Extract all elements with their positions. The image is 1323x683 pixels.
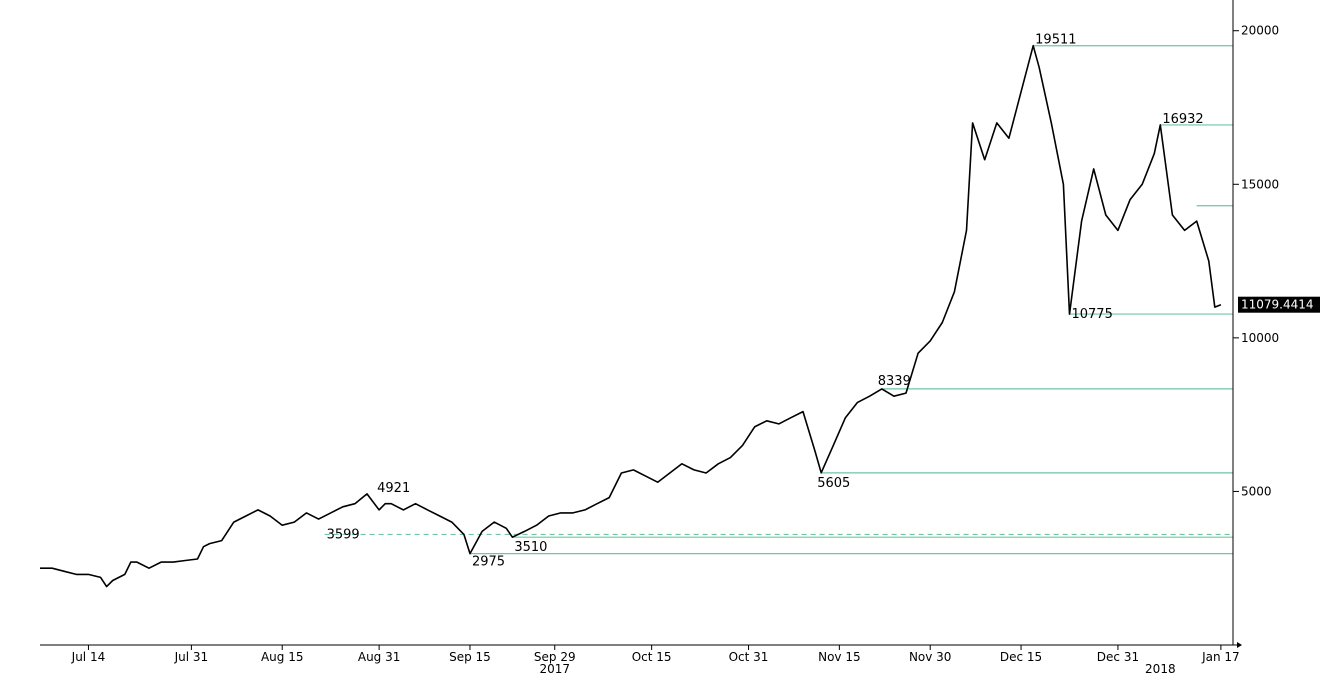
x-tick-label-0: Jul 14 bbox=[71, 650, 106, 664]
x-tick-label-2: Aug 15 bbox=[261, 650, 304, 664]
y-tick-label-3: 20000 bbox=[1241, 24, 1279, 38]
annotation-label-5: 4921 bbox=[377, 481, 410, 496]
annotation-label-0: 19511 bbox=[1035, 33, 1076, 48]
year-label-0: 2017 bbox=[539, 662, 570, 676]
x-tick-label-11: Dec 31 bbox=[1097, 650, 1139, 664]
annotation-label-8: 3510 bbox=[514, 540, 547, 555]
last-value-label: 11079.4414 bbox=[1241, 298, 1314, 312]
x-tick-label-7: Oct 31 bbox=[729, 650, 769, 664]
x-axis-arrow bbox=[1237, 642, 1242, 648]
x-tick-label-12: Jan 17 bbox=[1201, 650, 1240, 664]
x-tick-label-1: Jul 31 bbox=[174, 650, 209, 664]
x-tick-label-6: Oct 15 bbox=[632, 650, 672, 664]
axes: 5000 10000 15000 20000 Jul 14 Jul 31 Aug 15 Aug… bbox=[40, 0, 1279, 676]
x-tick-label-5: Sep 29 bbox=[534, 650, 576, 664]
y-tick-label-2: 15000 bbox=[1241, 177, 1279, 191]
y-tick-label-1: 10000 bbox=[1241, 331, 1279, 345]
level-lines bbox=[324, 45, 1233, 555]
year-label-1: 2018 bbox=[1145, 662, 1176, 676]
annotation-label-4: 5605 bbox=[817, 476, 850, 491]
annotations: 19511 16932 10775 8339 5605 4921 3599 2975 3510 1… bbox=[327, 33, 1320, 570]
x-tick-label-10: Dec 15 bbox=[1000, 650, 1042, 664]
x-tick-label-8: Nov 15 bbox=[818, 650, 861, 664]
x-tick-label-4: Sep 15 bbox=[449, 650, 491, 664]
y-tick-label-0: 5000 bbox=[1241, 484, 1272, 498]
x-tick-label-9: Nov 30 bbox=[909, 650, 952, 664]
last-value-tag bbox=[1238, 296, 1320, 313]
x-tick-label-3: Aug 31 bbox=[358, 650, 401, 664]
annotation-label-7: 2975 bbox=[472, 555, 505, 570]
annotation-label-2: 10775 bbox=[1071, 307, 1112, 322]
annotation-label-3: 8339 bbox=[878, 374, 911, 389]
annotation-label-6: 3599 bbox=[327, 527, 360, 542]
annotation-label-1: 16932 bbox=[1162, 112, 1203, 127]
price-line bbox=[40, 44, 1222, 588]
price-series bbox=[40, 44, 1222, 588]
